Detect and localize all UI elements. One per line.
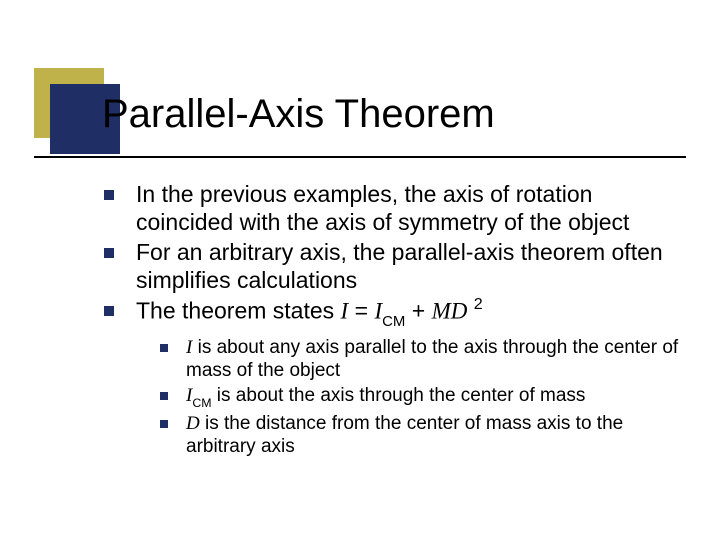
bullet-text: The theorem states I = ICM + MD 2 [136,296,483,329]
sub-bullet-group: I is about any axis parallel to the axis… [160,336,684,459]
square-bullet-icon [160,392,168,400]
slide: Parallel-Axis Theorem In the previous ex… [0,0,720,540]
sub-bullet-text: D is the distance from the center of mas… [186,412,684,458]
sub-bullet-text: I is about any axis parallel to the axis… [186,336,684,382]
sub-rest: is the distance from the center of mass … [186,413,623,457]
bullet-text: For an arbitrary axis, the parallel-axis… [136,238,684,294]
bullet-item: For an arbitrary axis, the parallel-axis… [104,238,684,294]
square-bullet-icon [160,420,168,428]
formula-plus: + [405,298,431,324]
sub-bullet-text: ICM is about the axis through the center… [186,384,585,410]
title-underline [34,156,686,158]
square-bullet-icon [104,190,114,200]
formula-eq: = [348,298,374,324]
sub-symbol-sub: CM [192,396,211,410]
square-bullet-icon [104,248,114,258]
formula-Icm-sub: CM [382,313,405,330]
sub-rest: is about the axis through the center of … [212,385,586,406]
sub-bullet-item: I is about any axis parallel to the axis… [160,336,684,382]
square-bullet-icon [104,306,114,316]
bullet-item: The theorem states I = ICM + MD 2 [104,296,684,329]
slide-title: Parallel-Axis Theorem [102,92,495,137]
formula-Icm-I: I [374,299,382,324]
square-bullet-icon [160,344,168,352]
sub-symbol: D [186,413,200,434]
formula-sq: 2 [474,295,483,313]
theorem-prefix: The theorem states [136,298,341,324]
sub-rest: is about any axis parallel to the axis t… [186,337,678,381]
sub-bullet-item: ICM is about the axis through the center… [160,384,684,410]
bullet-text: In the previous examples, the axis of ro… [136,180,684,236]
formula-space [467,298,473,324]
formula-MD: MD [432,299,468,324]
slide-body: In the previous examples, the axis of ro… [104,180,684,460]
sub-bullet-item: D is the distance from the center of mas… [160,412,684,458]
bullet-item: In the previous examples, the axis of ro… [104,180,684,236]
